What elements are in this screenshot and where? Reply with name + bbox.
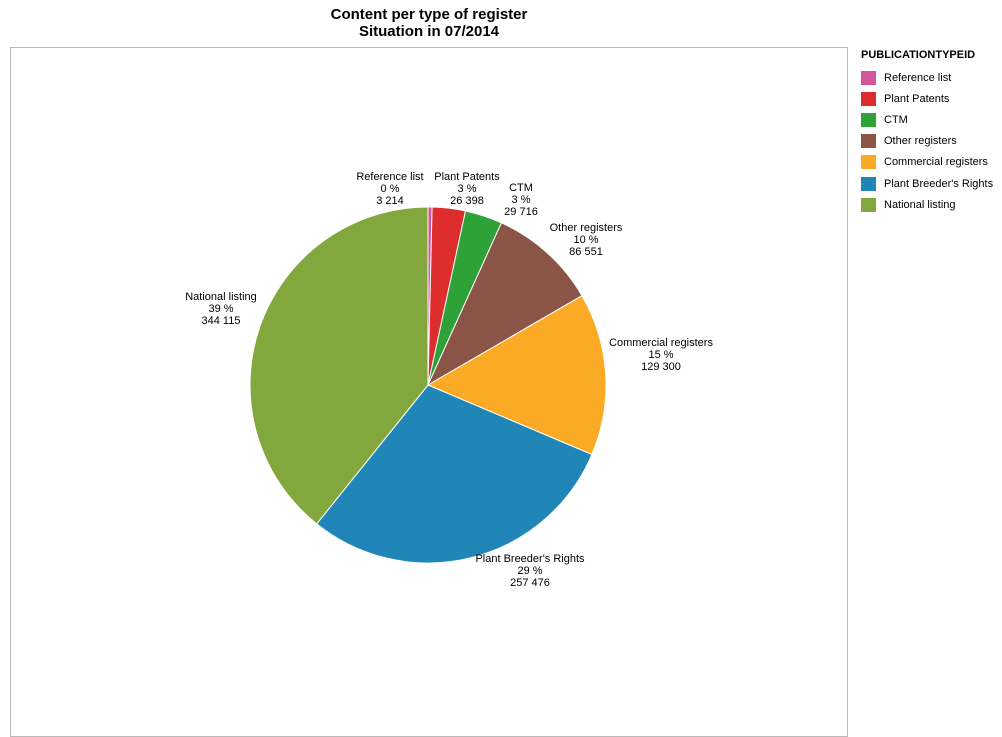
legend-label: Other registers [884, 135, 957, 148]
legend-swatch [861, 112, 876, 127]
slice-percent: 39 % [208, 303, 233, 315]
legend-title: PUBLICATIONTYPEID [861, 49, 976, 61]
legend: PUBLICATIONTYPEID Reference list Plant Pa… [861, 49, 993, 215]
slice-name: Plant Breeder's Rights [475, 553, 585, 565]
slice-percent: 3 % [458, 183, 477, 195]
chart-title-block: Content per type of register Situation i… [10, 6, 848, 40]
legend-swatch [861, 155, 876, 170]
slice-name: Commercial registers [609, 337, 713, 349]
legend-label: Plant Patents [884, 92, 950, 105]
pie-slice-national-listing [249, 206, 429, 525]
slice-name: Other registers [550, 222, 623, 234]
slice-percent: 29 % [517, 565, 542, 577]
slice-value: 26 398 [450, 195, 484, 207]
slice-name: Reference list [356, 171, 423, 183]
slice-name: Plant Patents [434, 171, 500, 183]
legend-item-plant-breeder-s-rights: Plant Breeder's Rights [861, 173, 993, 194]
legend-item-plant-patents: Plant Patents [861, 88, 993, 109]
slice-name: National listing [185, 291, 257, 303]
legend-swatch [861, 197, 876, 212]
legend-label: CTM [884, 113, 908, 126]
slice-percent: 15 % [648, 349, 673, 361]
legend-label: Commercial registers [884, 156, 988, 169]
legend-item-commercial-registers: Commercial registers [861, 152, 993, 173]
legend-swatch [861, 91, 876, 106]
slice-value: 29 716 [504, 206, 538, 218]
legend-items: Reference list Plant Patents CTM Other regi… [861, 67, 993, 215]
legend-item-other-registers: Other registers [861, 131, 993, 152]
slice-percent: 0 % [381, 183, 400, 195]
slice-value: 3 214 [376, 195, 404, 207]
slice-percent: 10 % [573, 234, 598, 246]
legend-swatch [861, 176, 876, 191]
chart-title: Content per type of register [330, 6, 528, 23]
pie-slice-other-registers [426, 222, 583, 387]
slice-value: 129 300 [641, 361, 681, 373]
slice-percent: 3 % [512, 194, 531, 206]
legend-swatch [861, 70, 876, 85]
slice-value: 86 551 [569, 246, 603, 258]
slice-value: 257 476 [510, 577, 550, 589]
legend-label: Reference list [884, 71, 952, 84]
chart-subtitle: Situation in 07/2014 [358, 23, 500, 40]
legend-item-reference-list: Reference list [861, 67, 993, 88]
legend-label: National listing [884, 198, 956, 211]
legend-swatch [861, 134, 876, 149]
legend-item-ctm: CTM [861, 109, 993, 130]
pie-slice-plant-breeder-s-rights [315, 384, 593, 564]
slice-name: CTM [509, 182, 533, 194]
pie-slice-commercial-registers [426, 295, 607, 456]
legend-item-national-listing: National listing [861, 194, 993, 215]
legend-label: Plant Breeder's Rights [884, 177, 994, 190]
slice-value: 344 115 [202, 315, 241, 327]
